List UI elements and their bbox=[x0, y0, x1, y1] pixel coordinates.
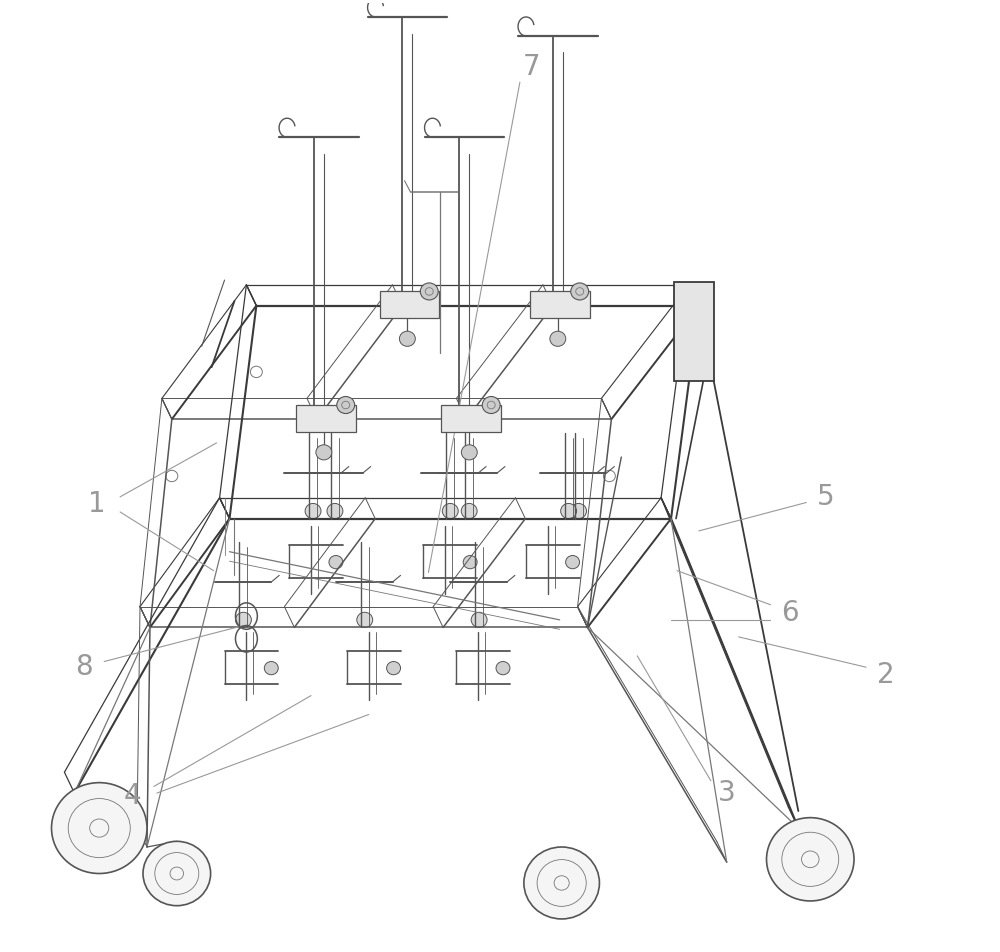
Circle shape bbox=[420, 283, 438, 300]
Circle shape bbox=[471, 612, 487, 627]
Bar bbox=[674, 282, 714, 382]
Text: 7: 7 bbox=[523, 53, 541, 81]
Bar bbox=[296, 405, 356, 431]
Circle shape bbox=[571, 283, 589, 300]
Bar bbox=[380, 291, 439, 318]
Bar bbox=[441, 405, 501, 431]
Circle shape bbox=[329, 556, 343, 568]
Bar bbox=[530, 291, 590, 318]
Circle shape bbox=[461, 445, 477, 460]
Circle shape bbox=[550, 331, 566, 347]
Circle shape bbox=[566, 556, 580, 568]
Circle shape bbox=[337, 396, 355, 413]
Circle shape bbox=[461, 504, 477, 519]
Circle shape bbox=[327, 504, 343, 519]
Circle shape bbox=[463, 556, 477, 568]
Text: 8: 8 bbox=[76, 653, 93, 682]
Circle shape bbox=[52, 783, 147, 874]
Circle shape bbox=[767, 818, 854, 901]
Text: 1: 1 bbox=[88, 490, 106, 519]
Circle shape bbox=[387, 662, 401, 675]
Circle shape bbox=[399, 331, 415, 347]
Circle shape bbox=[524, 847, 599, 919]
Circle shape bbox=[316, 445, 332, 460]
Circle shape bbox=[143, 842, 211, 905]
Text: 6: 6 bbox=[782, 599, 799, 627]
Circle shape bbox=[357, 612, 373, 627]
Text: 5: 5 bbox=[817, 483, 835, 511]
Circle shape bbox=[571, 504, 587, 519]
Circle shape bbox=[442, 504, 458, 519]
Circle shape bbox=[482, 396, 500, 413]
Text: 3: 3 bbox=[718, 779, 736, 807]
Circle shape bbox=[235, 612, 251, 627]
Circle shape bbox=[305, 504, 321, 519]
Circle shape bbox=[264, 662, 278, 675]
Text: 2: 2 bbox=[877, 661, 895, 688]
Text: 4: 4 bbox=[123, 782, 141, 810]
Circle shape bbox=[496, 662, 510, 675]
Circle shape bbox=[561, 504, 577, 519]
